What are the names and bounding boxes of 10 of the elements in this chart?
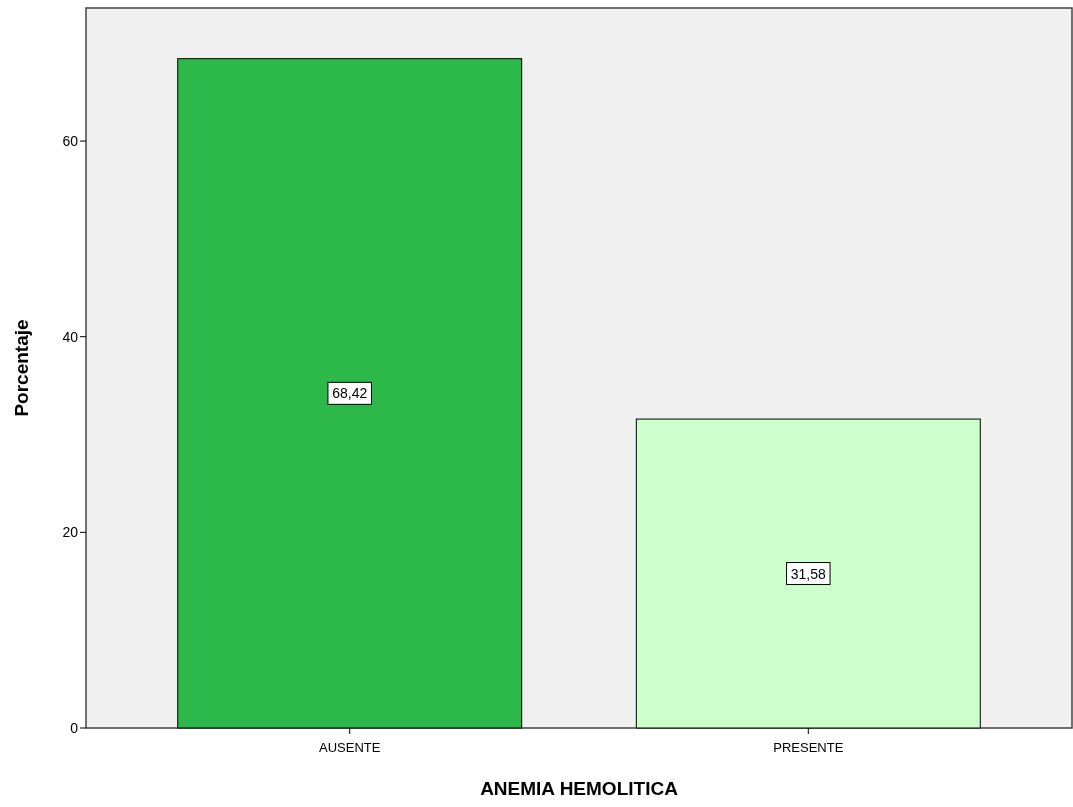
y-tick-label: 0 <box>70 720 79 736</box>
data-label: 68,42 <box>332 385 368 402</box>
x-tick-label: AUSENTE <box>318 740 381 755</box>
x-axis-title: ANEMIA HEMOLITICA <box>480 778 679 799</box>
y-tick-label: 20 <box>62 524 79 541</box>
y-tick-label: 60 <box>62 133 79 150</box>
y-axis-title: Porcentaje <box>11 319 32 417</box>
data-label: 31,58 <box>790 565 827 582</box>
y-tick-label: 40 <box>62 328 79 345</box>
x-tick-label: PRESENTE <box>773 740 844 755</box>
